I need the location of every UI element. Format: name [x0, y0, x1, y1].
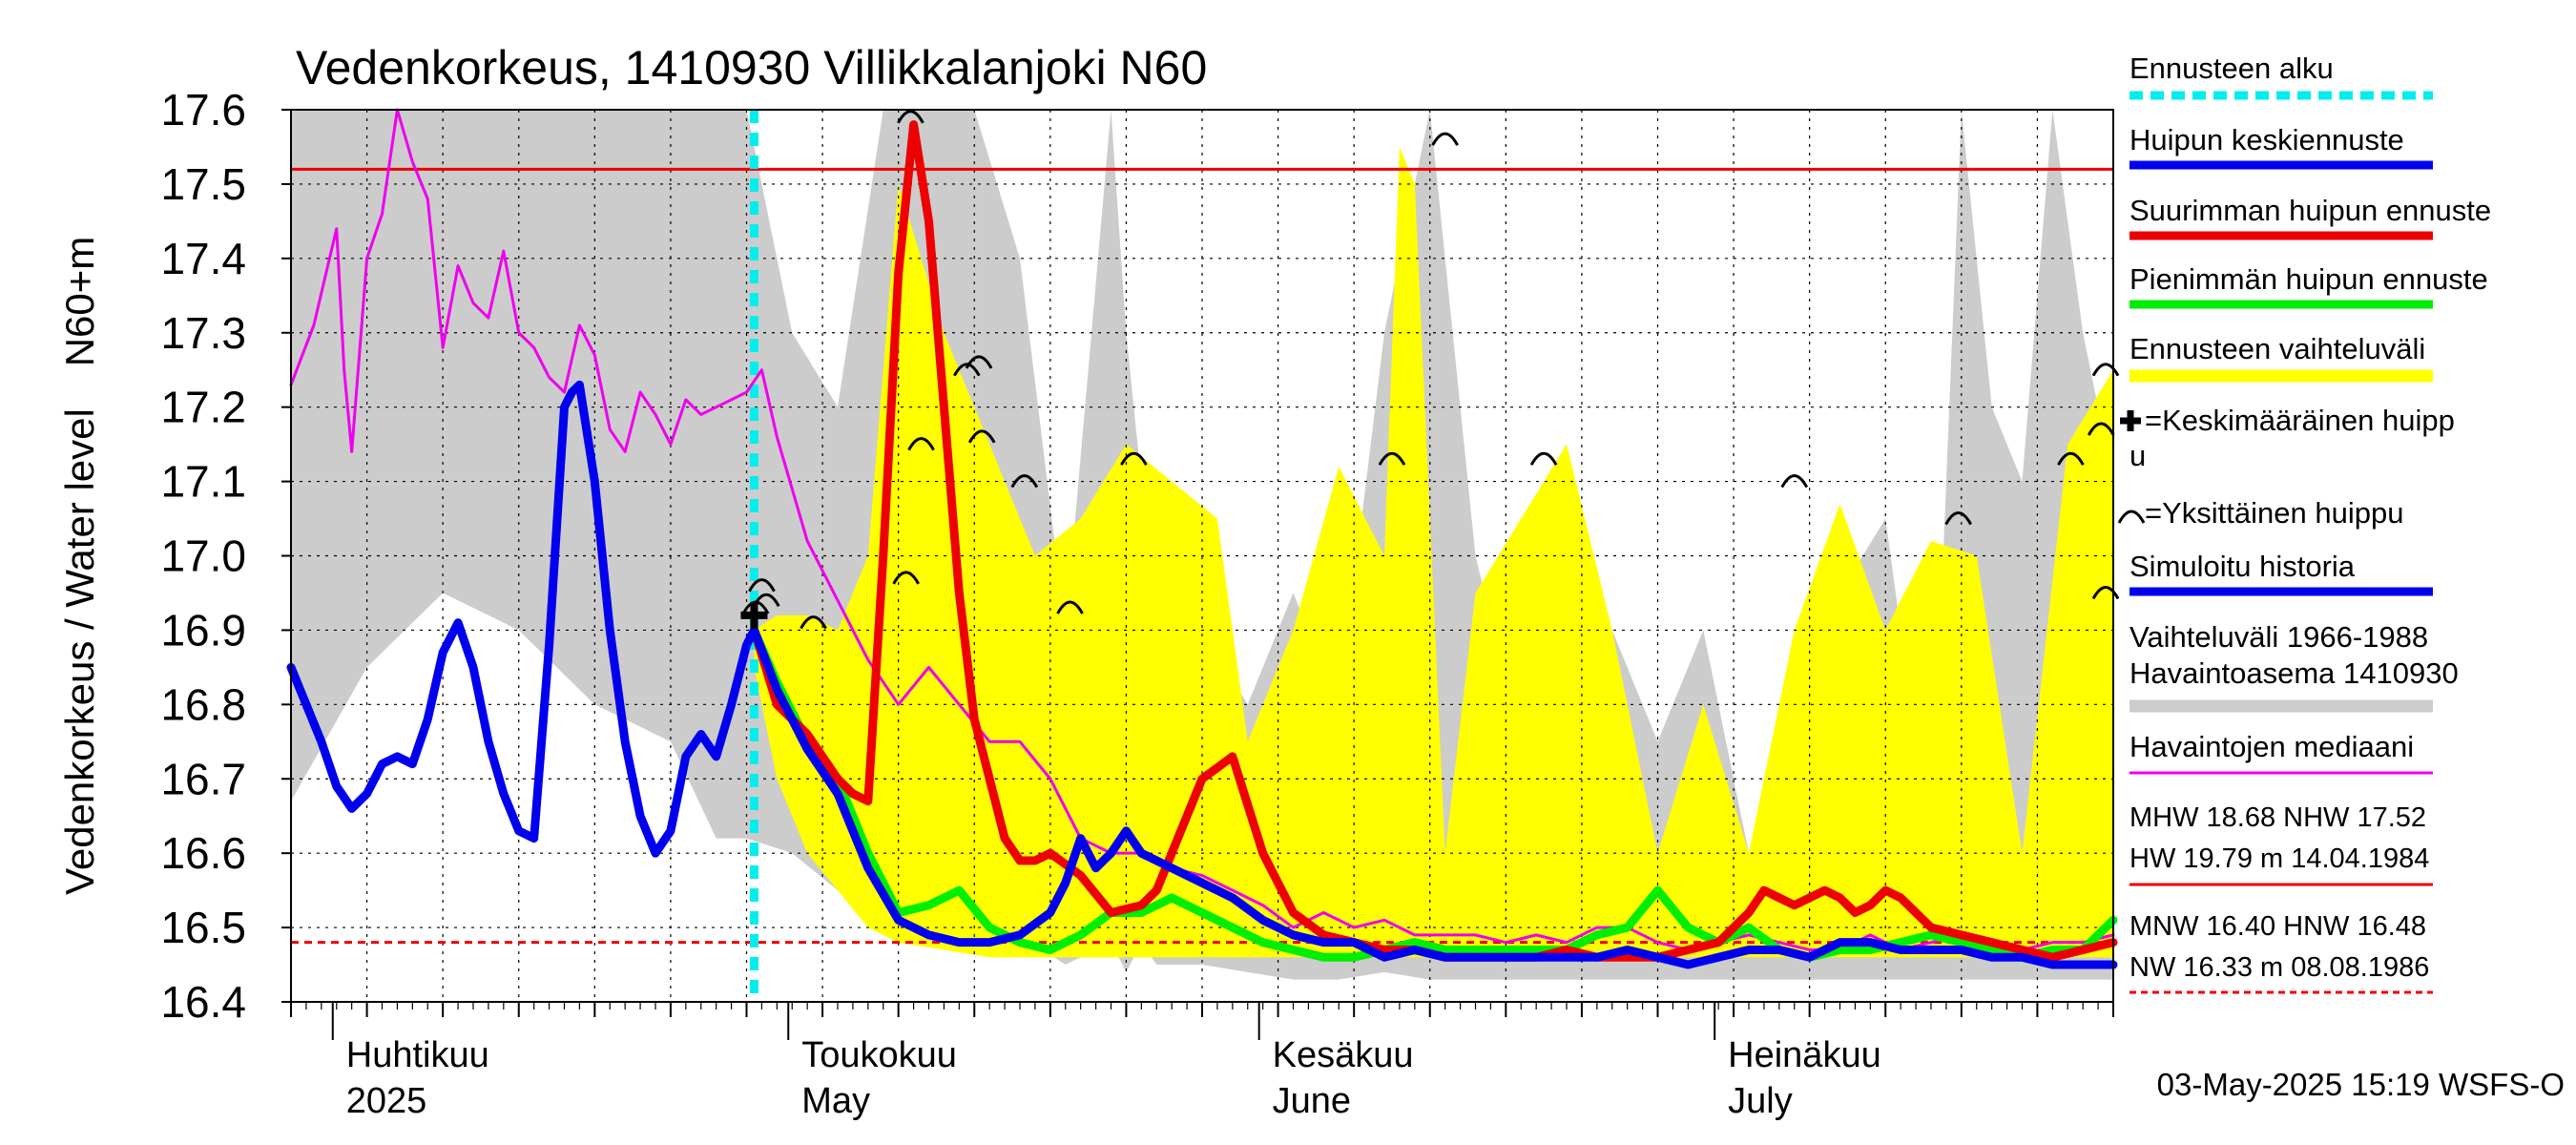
y-tick-label-0: 16.4: [160, 977, 246, 1027]
y-tick-label-2: 16.6: [160, 828, 246, 878]
legend-mean-peak-label: Huipun keskiennuste: [2129, 123, 2404, 156]
peak-marker-11: [1056, 600, 1084, 614]
legend-single-peak-label: =Yksittäinen huippu: [2145, 496, 2403, 530]
chart-title: Vedenkorkeus, 1410930 Villikkalanjoki N6…: [296, 41, 1207, 94]
line-series-5: [749, 625, 2118, 969]
reference-lines: [291, 167, 2113, 945]
month-label-fi-3: Heinäkuu: [1728, 1035, 1881, 1075]
peak-marker-18: [2057, 451, 2085, 466]
y-tick-label-1: 16.5: [160, 903, 246, 952]
x-axis-ticks: Huhtikuu 2025 Toukokuu May Kesäkuu June Heinäk…: [290, 1002, 2114, 1121]
legend-simulated-history-label: Simuloitu historia: [2129, 550, 2356, 583]
month-label-en-2: June: [1273, 1081, 1351, 1121]
band-series-1: [754, 146, 2114, 958]
peak-marker-6: [907, 437, 935, 451]
legend-stats-line-4: NW 16.33 m 08.08.1986: [2129, 952, 2429, 983]
legend-forecast-start-label: Ennusteen alku: [2129, 52, 2334, 85]
y-axis-label: Vedenkorkeus / Water level: [57, 408, 102, 895]
peak-marker-5: [897, 110, 924, 124]
y-tick-label-8: 17.2: [160, 383, 246, 432]
line-series-4: [749, 120, 2118, 962]
month-label-fi-1: Toukokuu: [801, 1035, 957, 1075]
peak-marker-16: [1780, 474, 1809, 489]
legend-stats-line-3: MNW 16.40 HNW 16.48: [2129, 911, 2426, 942]
grid-lines: [290, 109, 2114, 1003]
legend-stats-line-2: HW 19.79 m 14.04.1984: [2129, 843, 2429, 874]
timestamp: 03-May-2025 15:19 WSFS-O: [2157, 1067, 2565, 1102]
y-tick-label-11: 17.5: [160, 159, 246, 209]
y-tick-label-6: 17.0: [160, 531, 246, 581]
series-lines: [286, 108, 2118, 1002]
legend-historical-range-label-1: Vaihteluväli 1966-1988: [2129, 620, 2428, 654]
legend-max-peak-label: Suurimman huipun ennuste: [2129, 194, 2491, 227]
y-tick-label-4: 16.8: [160, 679, 246, 729]
legend-mean-peak-marker-label-1: =Keskimääräinen huipp: [2145, 404, 2455, 437]
plot-area: [286, 108, 2120, 1003]
legend-forecast-range-label: Ennusteen vaihteluväli: [2129, 332, 2425, 365]
peak-marker-9: [967, 429, 996, 444]
peak-marker-8: [965, 355, 993, 369]
legend-mean-peak-marker-label-2: u: [2129, 439, 2146, 472]
peak-marker-3: [800, 615, 827, 630]
month-label-en-3: July: [1728, 1081, 1793, 1121]
legend: Ennusteen alku Huipun keskiennuste Suurimm…: [2117, 52, 2491, 994]
y-tick-label-10: 17.4: [160, 234, 246, 283]
mean-peak-marker: [740, 601, 768, 629]
peak-marker-20: [2091, 363, 2120, 377]
peak-marker-13: [1378, 451, 1406, 466]
peak-markers: [740, 110, 2120, 630]
legend-min-peak-label: Pienimmän huipun ennuste: [2129, 262, 2488, 296]
y-axis-ticks: 16.4 16.5 16.6 16.7 16.8 16.9 17.0 17.1 17.2 17.3…: [160, 85, 291, 1027]
month-label-en-0: 2025: [346, 1081, 427, 1121]
y-axis-label-unit: N60+m: [57, 237, 102, 367]
legend-single-peak-icon: [2117, 510, 2146, 524]
peak-marker-15: [1529, 451, 1558, 466]
legend-mean-peak-marker-icon: [2120, 410, 2141, 431]
peak-marker-7: [952, 363, 981, 377]
peak-marker-1: [748, 578, 776, 593]
y-tick-label-5: 16.9: [160, 605, 246, 655]
month-label-en-1: May: [801, 1081, 870, 1121]
legend-median-label: Havaintojen mediaani: [2129, 730, 2414, 763]
line-series-6: [286, 380, 758, 858]
y-tick-label-12: 17.6: [160, 85, 246, 135]
peak-marker-21: [2091, 585, 2120, 600]
peak-marker-12: [1120, 451, 1148, 466]
peak-marker-19: [2087, 422, 2115, 436]
legend-historical-range-label-2: Havaintoasema 1410930: [2129, 656, 2459, 690]
y-tick-label-9: 17.3: [160, 308, 246, 358]
peak-marker-10: [1010, 474, 1039, 489]
y-tick-label-7: 17.1: [160, 457, 246, 507]
legend-stats-line-1: MHW 18.68 NHW 17.52: [2129, 802, 2426, 833]
month-label-fi-0: Huhtikuu: [346, 1035, 489, 1075]
peak-marker-4: [892, 571, 920, 585]
y-tick-label-3: 16.7: [160, 754, 246, 803]
peak-marker-14: [1431, 132, 1459, 146]
month-label-fi-2: Kesäkuu: [1273, 1035, 1414, 1075]
peak-marker-17: [1944, 511, 1972, 526]
